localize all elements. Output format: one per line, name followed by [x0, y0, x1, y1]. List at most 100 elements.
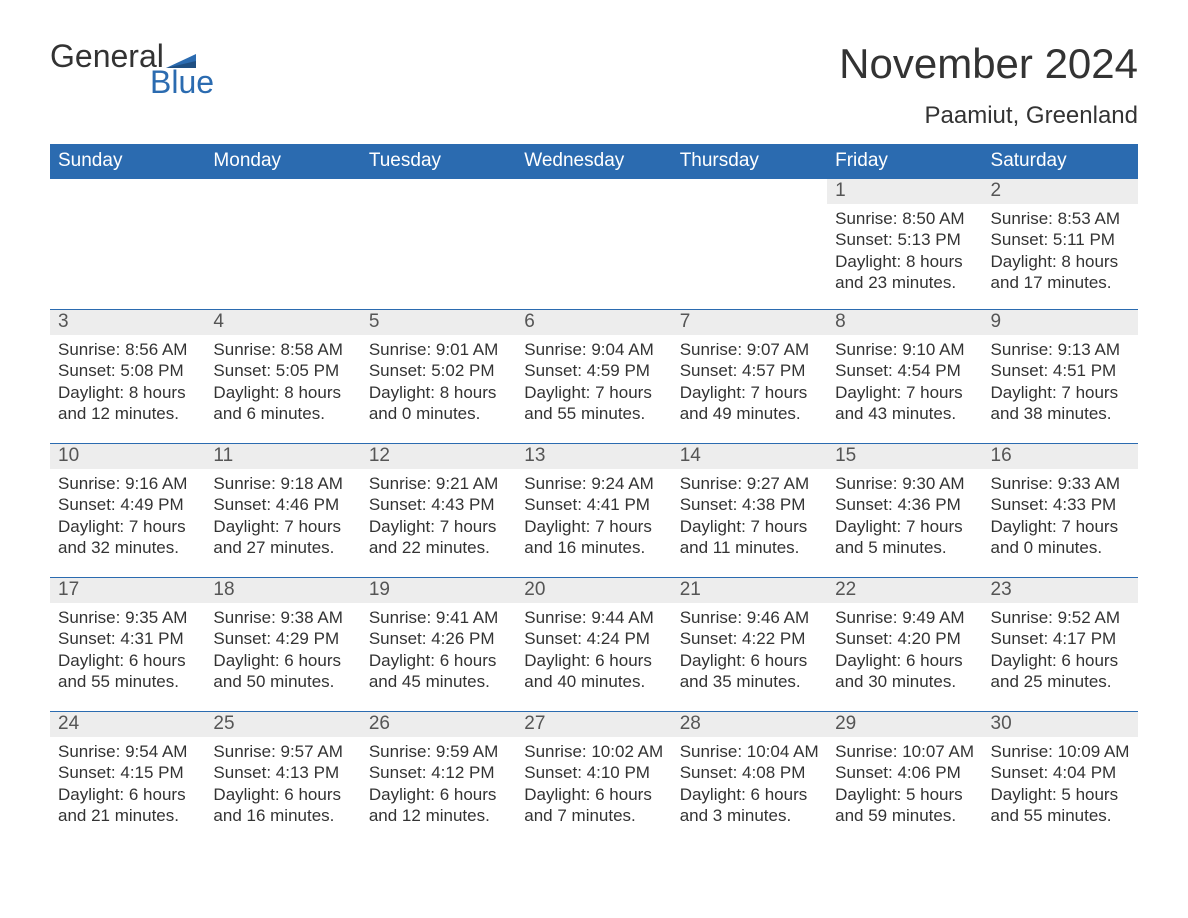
day-daylight2: and 55 minutes. [524, 403, 663, 424]
day-daylight1: Daylight: 7 hours [58, 516, 197, 537]
day-sunset: Sunset: 4:29 PM [213, 628, 352, 649]
day-sunset: Sunset: 4:12 PM [369, 762, 508, 783]
day-number: 17 [50, 578, 205, 603]
day-daylight2: and 27 minutes. [213, 537, 352, 558]
calendar-day: 18Sunrise: 9:38 AMSunset: 4:29 PMDayligh… [205, 578, 360, 711]
day-daylight2: and 22 minutes. [369, 537, 508, 558]
calendar-day: . [50, 179, 205, 309]
day-daylight1: Daylight: 7 hours [991, 382, 1130, 403]
day-daylight2: and 40 minutes. [524, 671, 663, 692]
weekday-label: Tuesday [361, 144, 516, 179]
calendar-day: 24Sunrise: 9:54 AMSunset: 4:15 PMDayligh… [50, 712, 205, 845]
day-sunset: Sunset: 4:43 PM [369, 494, 508, 515]
weekday-label: Monday [205, 144, 360, 179]
day-daylight2: and 3 minutes. [680, 805, 819, 826]
day-sunrise: Sunrise: 9:54 AM [58, 741, 197, 762]
day-daylight1: Daylight: 6 hours [58, 650, 197, 671]
day-number: 13 [516, 444, 671, 469]
day-details: Sunrise: 9:16 AMSunset: 4:49 PMDaylight:… [50, 469, 205, 558]
calendar-day: 10Sunrise: 9:16 AMSunset: 4:49 PMDayligh… [50, 444, 205, 577]
calendar-day: 2Sunrise: 8:53 AMSunset: 5:11 PMDaylight… [983, 179, 1138, 309]
day-sunrise: Sunrise: 9:30 AM [835, 473, 974, 494]
day-sunset: Sunset: 4:36 PM [835, 494, 974, 515]
day-daylight1: Daylight: 6 hours [991, 650, 1130, 671]
day-daylight1: Daylight: 5 hours [991, 784, 1130, 805]
weeks-container: .....1Sunrise: 8:50 AMSunset: 5:13 PMDay… [50, 179, 1138, 845]
day-number: 8 [827, 310, 982, 335]
day-sunrise: Sunrise: 9:07 AM [680, 339, 819, 360]
day-number: 15 [827, 444, 982, 469]
calendar-day: 11Sunrise: 9:18 AMSunset: 4:46 PMDayligh… [205, 444, 360, 577]
day-daylight2: and 11 minutes. [680, 537, 819, 558]
day-daylight2: and 17 minutes. [991, 272, 1130, 293]
day-daylight1: Daylight: 6 hours [680, 650, 819, 671]
calendar-day: 6Sunrise: 9:04 AMSunset: 4:59 PMDaylight… [516, 310, 671, 443]
day-daylight1: Daylight: 8 hours [991, 251, 1130, 272]
day-sunrise: Sunrise: 9:27 AM [680, 473, 819, 494]
calendar-day: . [516, 179, 671, 309]
day-daylight2: and 30 minutes. [835, 671, 974, 692]
calendar-day: . [672, 179, 827, 309]
weekday-label: Sunday [50, 144, 205, 179]
calendar-day: 9Sunrise: 9:13 AMSunset: 4:51 PMDaylight… [983, 310, 1138, 443]
day-sunset: Sunset: 5:08 PM [58, 360, 197, 381]
day-sunrise: Sunrise: 9:16 AM [58, 473, 197, 494]
day-sunset: Sunset: 4:59 PM [524, 360, 663, 381]
day-daylight2: and 7 minutes. [524, 805, 663, 826]
day-details: Sunrise: 8:58 AMSunset: 5:05 PMDaylight:… [205, 335, 360, 424]
day-daylight2: and 12 minutes. [369, 805, 508, 826]
day-details: Sunrise: 9:27 AMSunset: 4:38 PMDaylight:… [672, 469, 827, 558]
day-number: 14 [672, 444, 827, 469]
day-daylight2: and 6 minutes. [213, 403, 352, 424]
day-daylight2: and 55 minutes. [991, 805, 1130, 826]
day-daylight2: and 43 minutes. [835, 403, 974, 424]
weekday-header: Sunday Monday Tuesday Wednesday Thursday… [50, 144, 1138, 179]
calendar-day: 13Sunrise: 9:24 AMSunset: 4:41 PMDayligh… [516, 444, 671, 577]
calendar-day: 16Sunrise: 9:33 AMSunset: 4:33 PMDayligh… [983, 444, 1138, 577]
day-sunset: Sunset: 5:11 PM [991, 229, 1130, 250]
day-number: 20 [516, 578, 671, 603]
title-block: November 2024 Paamiut, Greenland [839, 40, 1138, 130]
day-details: Sunrise: 9:13 AMSunset: 4:51 PMDaylight:… [983, 335, 1138, 424]
day-sunset: Sunset: 5:13 PM [835, 229, 974, 250]
calendar: Sunday Monday Tuesday Wednesday Thursday… [50, 144, 1138, 845]
brand-general: General [50, 40, 164, 72]
day-daylight1: Daylight: 6 hours [58, 784, 197, 805]
calendar-day: 27Sunrise: 10:02 AMSunset: 4:10 PMDaylig… [516, 712, 671, 845]
calendar-day: 20Sunrise: 9:44 AMSunset: 4:24 PMDayligh… [516, 578, 671, 711]
day-daylight1: Daylight: 7 hours [369, 516, 508, 537]
day-details: Sunrise: 9:59 AMSunset: 4:12 PMDaylight:… [361, 737, 516, 826]
day-sunset: Sunset: 4:22 PM [680, 628, 819, 649]
location: Paamiut, Greenland [839, 102, 1138, 130]
day-daylight2: and 12 minutes. [58, 403, 197, 424]
day-daylight1: Daylight: 8 hours [369, 382, 508, 403]
day-daylight2: and 25 minutes. [991, 671, 1130, 692]
day-daylight2: and 5 minutes. [835, 537, 974, 558]
day-details: Sunrise: 9:57 AMSunset: 4:13 PMDaylight:… [205, 737, 360, 826]
day-daylight1: Daylight: 7 hours [835, 382, 974, 403]
day-daylight2: and 45 minutes. [369, 671, 508, 692]
day-sunset: Sunset: 4:26 PM [369, 628, 508, 649]
day-sunrise: Sunrise: 8:56 AM [58, 339, 197, 360]
day-number: 22 [827, 578, 982, 603]
day-number: 6 [516, 310, 671, 335]
day-daylight1: Daylight: 7 hours [524, 382, 663, 403]
calendar-week: 3Sunrise: 8:56 AMSunset: 5:08 PMDaylight… [50, 309, 1138, 443]
calendar-week: .....1Sunrise: 8:50 AMSunset: 5:13 PMDay… [50, 179, 1138, 309]
day-details: Sunrise: 9:44 AMSunset: 4:24 PMDaylight:… [516, 603, 671, 692]
day-daylight1: Daylight: 6 hours [369, 650, 508, 671]
day-sunrise: Sunrise: 9:52 AM [991, 607, 1130, 628]
weekday-label: Thursday [672, 144, 827, 179]
day-daylight2: and 23 minutes. [835, 272, 974, 293]
day-details: Sunrise: 10:07 AMSunset: 4:06 PMDaylight… [827, 737, 982, 826]
day-daylight1: Daylight: 7 hours [524, 516, 663, 537]
calendar-day: 28Sunrise: 10:04 AMSunset: 4:08 PMDaylig… [672, 712, 827, 845]
day-daylight2: and 32 minutes. [58, 537, 197, 558]
day-number: 7 [672, 310, 827, 335]
day-sunset: Sunset: 4:41 PM [524, 494, 663, 515]
day-details: Sunrise: 9:01 AMSunset: 5:02 PMDaylight:… [361, 335, 516, 424]
day-sunset: Sunset: 5:05 PM [213, 360, 352, 381]
day-sunset: Sunset: 4:13 PM [213, 762, 352, 783]
day-details: Sunrise: 9:30 AMSunset: 4:36 PMDaylight:… [827, 469, 982, 558]
day-sunset: Sunset: 4:38 PM [680, 494, 819, 515]
